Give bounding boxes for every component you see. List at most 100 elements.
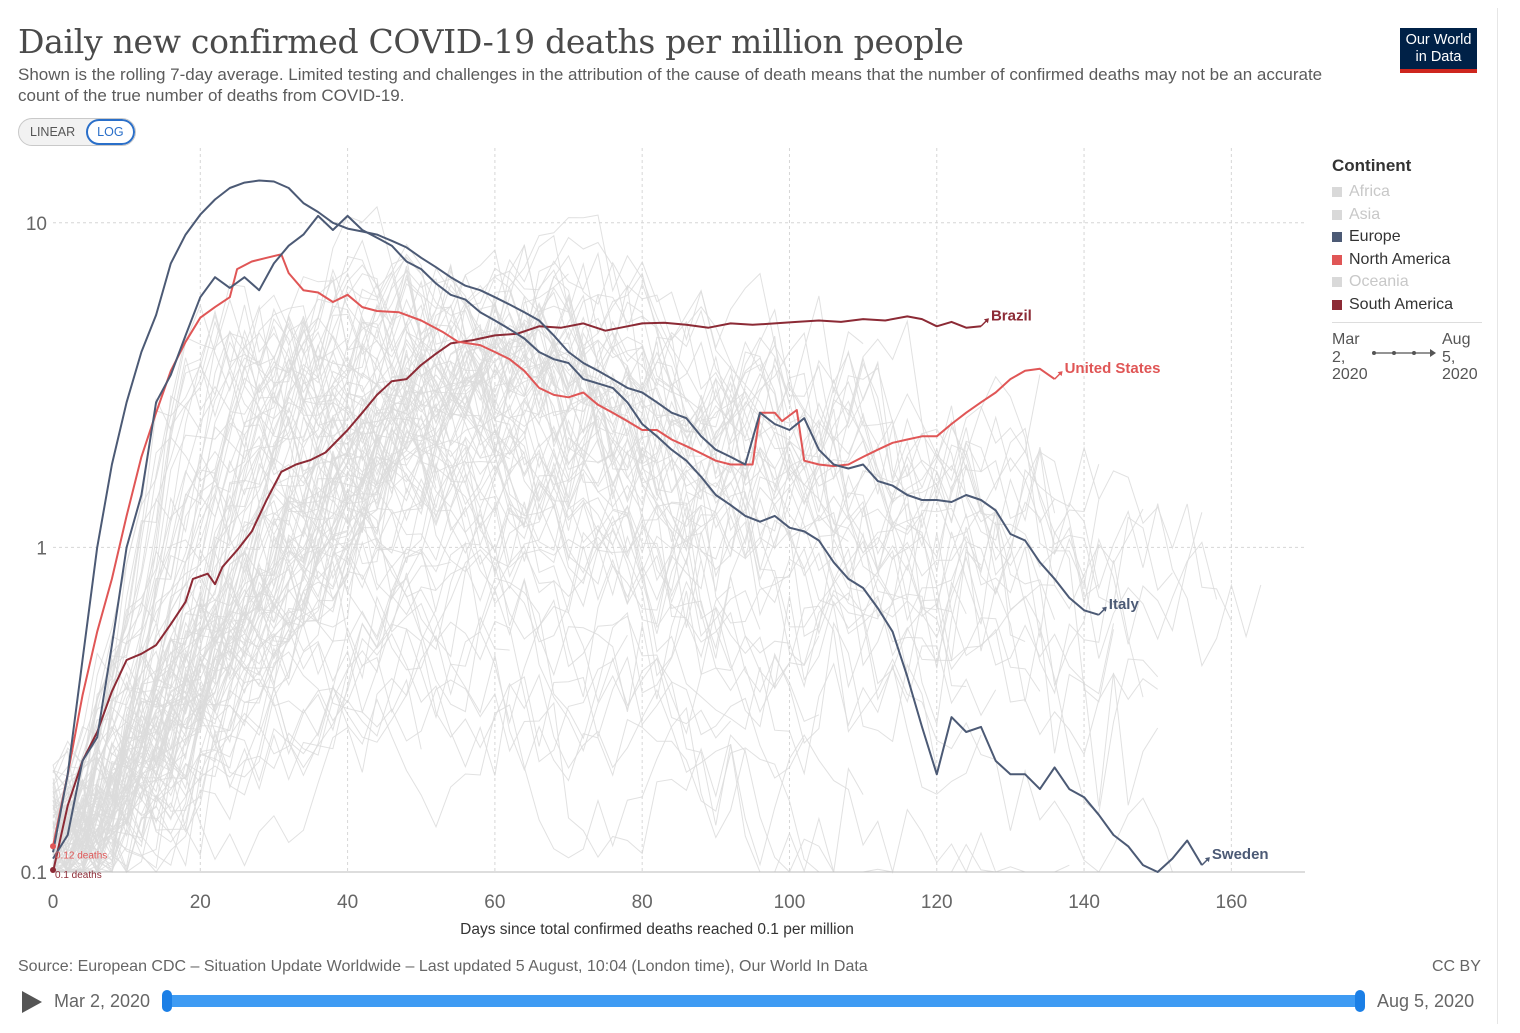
- background-country-line: [52, 303, 540, 835]
- background-country-line: [52, 372, 437, 834]
- time-range-indicator: Mar 2, 2020 Aug 5, 2020: [1332, 322, 1482, 383]
- legend-item-south-america[interactable]: South America: [1332, 294, 1453, 317]
- owid-logo[interactable]: Our World in Data: [1400, 28, 1477, 73]
- background-country-line: [52, 324, 702, 873]
- background-country-line: [52, 684, 746, 873]
- background-country-line: [52, 270, 628, 774]
- background-country-lines: [52, 205, 1262, 874]
- arrow-icon: [1204, 857, 1210, 863]
- x-tick-label: 20: [190, 892, 211, 913]
- y-tick-label: 1: [36, 538, 47, 559]
- timeline-end-handle[interactable]: [1355, 990, 1365, 1012]
- series-line-brazil: [52, 315, 982, 873]
- background-country-line: [53, 500, 628, 873]
- play-icon[interactable]: [22, 991, 42, 1013]
- timeline-end-label: Aug 5, 2020: [1377, 991, 1475, 1011]
- legend-swatch: [1332, 232, 1342, 243]
- x-tick-label: 140: [1068, 892, 1100, 913]
- time-end-label: Aug 5, 2020: [1442, 331, 1478, 383]
- x-tick-label: 80: [632, 892, 653, 913]
- series-lines: [52, 179, 1203, 873]
- legend-swatch: [1332, 209, 1342, 220]
- background-country-line: [52, 434, 997, 792]
- legend-label: Asia: [1349, 205, 1381, 223]
- y-tick-label: 0.1: [21, 863, 47, 884]
- background-country-line: [52, 417, 761, 832]
- legend-item-north-america[interactable]: North America: [1332, 249, 1453, 272]
- background-country-line: [52, 306, 1100, 870]
- background-country-line: [52, 586, 437, 873]
- background-country-line: [52, 329, 923, 867]
- background-country-line: [52, 474, 1041, 874]
- background-country-line: [52, 256, 422, 864]
- background-country-line: [52, 547, 820, 839]
- legend: Continent Africa Asia Europe North America O…: [1332, 156, 1453, 316]
- background-country-line: [53, 572, 820, 873]
- linear-scale-button[interactable]: LINEAR: [30, 125, 76, 139]
- logo-line-2: in Data: [1415, 49, 1462, 65]
- legend-label: Oceania: [1349, 273, 1409, 291]
- chart-title: Daily new confirmed COVID-19 deaths per …: [18, 22, 964, 61]
- background-country-line: [52, 354, 1159, 822]
- background-country-line: [52, 405, 702, 873]
- series-line-sweden: [52, 214, 1203, 873]
- arrow-icon: [1057, 371, 1063, 377]
- legend-item-oceania[interactable]: Oceania: [1332, 271, 1453, 294]
- background-country-line: [52, 361, 967, 850]
- background-country-line: [52, 425, 702, 843]
- background-country-line: [52, 409, 628, 853]
- timeline-start-label: Mar 2, 2020: [54, 991, 151, 1011]
- x-tick-label: 0: [48, 892, 59, 913]
- background-country-line: [52, 333, 952, 873]
- background-country-line: [52, 623, 864, 873]
- series-label-italy: Italy: [1109, 596, 1140, 613]
- background-country-line: [53, 370, 967, 873]
- background-country-line: [52, 632, 1070, 874]
- background-country-line: [52, 304, 407, 851]
- series-label-brazil: Brazil: [991, 307, 1032, 324]
- legend-item-europe[interactable]: Europe: [1332, 226, 1453, 249]
- source-note: Source: European CDC – Situation Update …: [18, 958, 868, 975]
- background-country-line: [53, 287, 1173, 873]
- series-labels: Brazil United States Sweden Italy 0.12 death…: [50, 307, 1269, 881]
- series-label-sweden: Sweden: [1212, 846, 1269, 863]
- legend-label: North America: [1349, 250, 1451, 268]
- log-scale-button[interactable]: LOG: [86, 119, 135, 145]
- background-country-line: [52, 605, 731, 873]
- series-label-united-states: United States: [1065, 360, 1161, 377]
- x-tick-label: 160: [1216, 892, 1248, 913]
- legend-swatch: [1332, 187, 1342, 198]
- background-country-line: [53, 244, 1041, 873]
- x-tick-label: 120: [921, 892, 953, 913]
- series-line-united-states: [52, 253, 1056, 847]
- timeline-slider: Mar 2, 2020 Aug 5, 2020: [0, 985, 1497, 1021]
- legend-label: South America: [1349, 295, 1454, 313]
- timeline-start-handle[interactable]: [162, 990, 172, 1012]
- start-annotation: 0.12 deaths: [55, 850, 107, 861]
- scale-toggle: LINEAR LOG: [18, 118, 136, 146]
- background-country-line: [52, 368, 746, 873]
- legend-label: Africa: [1349, 183, 1390, 201]
- background-country-line: [52, 469, 510, 873]
- background-country-line: [52, 244, 893, 867]
- license-link[interactable]: CC BY: [1432, 958, 1481, 975]
- legend-swatch: [1332, 299, 1342, 310]
- logo-line-1: Our World: [1405, 32, 1472, 48]
- legend-item-africa[interactable]: Africa: [1332, 181, 1453, 204]
- legend-label: Europe: [1349, 228, 1401, 246]
- background-country-line: [52, 425, 466, 873]
- time-arrow-icon: [1372, 349, 1436, 357]
- legend-item-asia[interactable]: Asia: [1332, 204, 1453, 227]
- start-marker: [50, 867, 56, 873]
- legend-swatch: [1332, 254, 1342, 265]
- grid: [53, 148, 1305, 873]
- arrow-icon: [1101, 606, 1107, 612]
- background-country-line: [52, 264, 673, 829]
- background-country-line: [52, 342, 761, 873]
- legend-title: Continent: [1332, 156, 1412, 175]
- timeline-track[interactable]: [166, 995, 1363, 1007]
- background-country-line: [52, 344, 1144, 873]
- chart-subtitle: Shown is the rolling 7-day average. Limi…: [18, 65, 1323, 105]
